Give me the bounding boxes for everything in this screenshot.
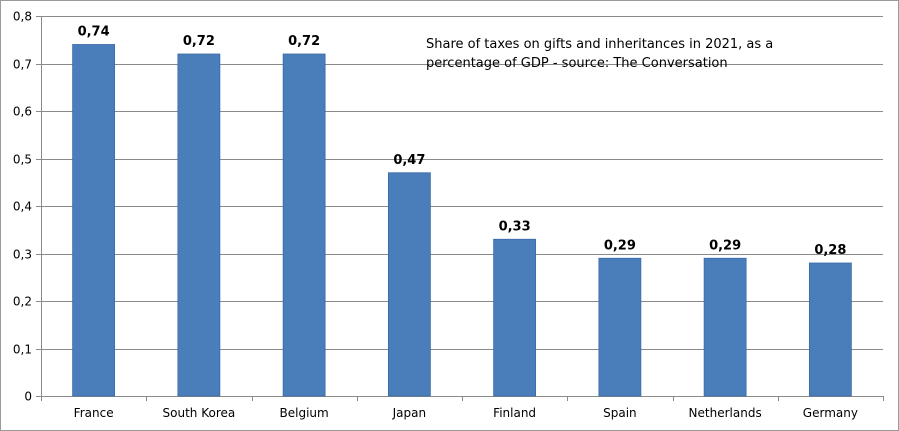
category-label: Germany <box>803 406 858 420</box>
y-tick-label: 0,3 <box>13 248 32 262</box>
bar-japan <box>387 172 431 397</box>
chart-title-line-2: percentage of GDP - source: The Conversa… <box>426 56 728 71</box>
category-label: Netherlands <box>689 406 762 420</box>
y-tick-label: 0,5 <box>13 153 32 167</box>
bar-finland <box>493 238 537 397</box>
category-label: Finland <box>493 406 536 420</box>
bar-france <box>72 44 116 397</box>
y-tick-label: 0 <box>24 390 32 404</box>
bar-south-korea <box>177 53 221 397</box>
data-label: 0,72 <box>288 34 320 49</box>
y-tick-label: 0,6 <box>13 105 32 119</box>
bar-netherlands <box>703 257 747 397</box>
bar-germany <box>808 262 852 397</box>
data-label: 0,74 <box>78 25 110 40</box>
y-tick-label: 0,4 <box>13 200 32 214</box>
category-labels: France South Korea Belgium Japan Finland Spai… <box>74 406 858 420</box>
y-tick-labels: 0 0,1 0,2 0,3 0,4 0,5 0,6 0,7 0,8 <box>13 10 32 404</box>
category-label: Japan <box>392 406 426 420</box>
axes <box>36 16 884 401</box>
y-tick-label: 0,8 <box>13 10 32 24</box>
data-label: 0,72 <box>183 34 215 49</box>
bar-spain <box>598 257 642 397</box>
data-label: 0,47 <box>393 153 425 168</box>
category-label: Spain <box>603 406 637 420</box>
y-tick-label: 0,1 <box>13 343 32 357</box>
y-tick-label: 0,2 <box>13 295 32 309</box>
bars <box>72 44 852 397</box>
bar-belgium <box>282 53 326 397</box>
y-tick-label: 0,7 <box>13 58 32 72</box>
data-label: 0,28 <box>814 243 846 258</box>
category-label: Belgium <box>280 406 329 420</box>
data-label: 0,29 <box>604 238 636 253</box>
data-label: 0,33 <box>499 219 531 234</box>
data-labels: 0,74 0,72 0,72 0,47 0,33 0,29 0,29 0,28 <box>78 25 847 259</box>
chart-title-line-1: Share of taxes on gifts and inheritances… <box>426 37 773 52</box>
category-label: France <box>74 406 114 420</box>
data-label: 0,29 <box>709 238 741 253</box>
category-label: South Korea <box>163 406 236 420</box>
